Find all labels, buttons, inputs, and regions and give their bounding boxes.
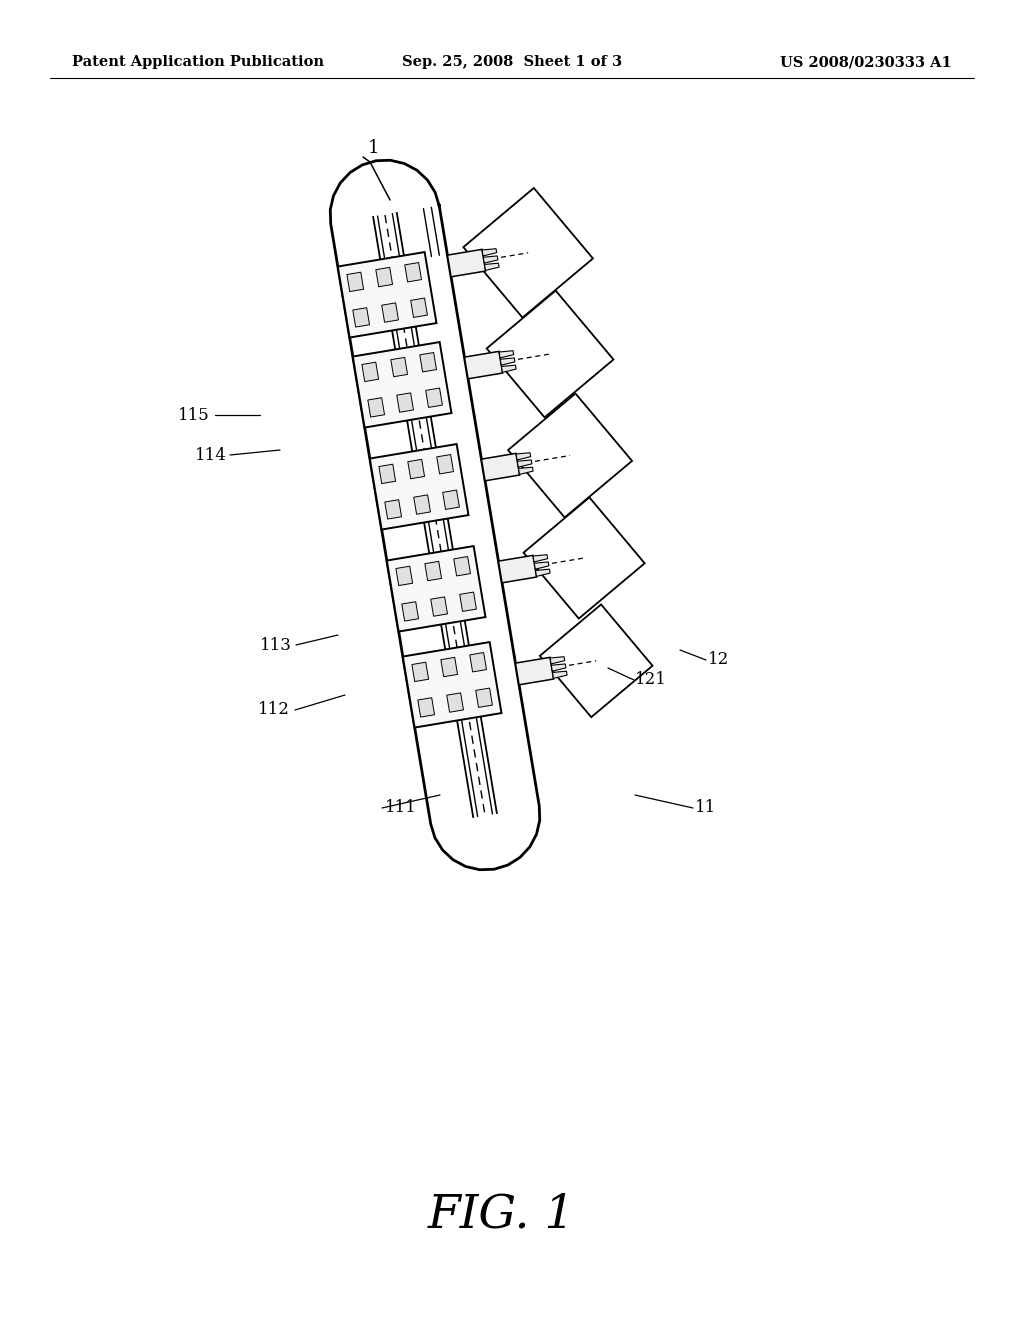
Text: Sep. 25, 2008  Sheet 1 of 3: Sep. 25, 2008 Sheet 1 of 3 [402,55,622,69]
Polygon shape [379,465,395,483]
Polygon shape [353,308,370,327]
Polygon shape [551,664,566,671]
Text: 111: 111 [385,800,417,817]
Polygon shape [486,290,613,417]
Polygon shape [387,546,485,631]
Polygon shape [460,593,476,611]
Polygon shape [401,602,419,622]
Polygon shape [476,688,493,708]
Text: 121: 121 [635,672,667,689]
Polygon shape [331,160,540,870]
Text: 12: 12 [708,652,729,668]
Polygon shape [484,263,499,271]
Polygon shape [361,362,379,381]
Polygon shape [454,557,470,576]
Polygon shape [481,453,519,480]
Polygon shape [518,467,534,474]
Polygon shape [396,566,413,586]
Polygon shape [442,490,460,510]
Polygon shape [470,652,486,672]
Polygon shape [447,249,485,277]
Polygon shape [382,302,398,322]
Polygon shape [353,342,452,428]
Polygon shape [463,187,593,318]
Polygon shape [540,605,652,717]
Polygon shape [502,366,516,372]
Polygon shape [426,388,442,408]
Text: 11: 11 [695,800,716,817]
Polygon shape [418,698,434,717]
Polygon shape [517,459,531,467]
Polygon shape [536,569,550,577]
Text: 115: 115 [178,407,210,424]
Polygon shape [368,397,385,417]
Polygon shape [408,459,425,479]
Polygon shape [535,562,549,569]
Text: 113: 113 [260,636,292,653]
Polygon shape [440,657,458,677]
Polygon shape [420,352,436,372]
Text: 112: 112 [258,701,290,718]
Polygon shape [385,500,401,519]
Polygon shape [425,561,441,581]
Text: FIG. 1: FIG. 1 [428,1192,575,1238]
Polygon shape [396,393,414,412]
Polygon shape [515,657,554,685]
Polygon shape [376,268,392,286]
Text: 114: 114 [195,446,227,463]
Polygon shape [391,358,408,376]
Polygon shape [550,656,564,664]
Polygon shape [414,495,430,515]
Polygon shape [431,597,447,616]
Polygon shape [347,272,364,292]
Polygon shape [412,663,429,681]
Polygon shape [508,393,632,517]
Polygon shape [523,498,645,619]
Polygon shape [370,444,468,529]
Polygon shape [465,351,503,379]
Text: 1: 1 [368,139,380,157]
Polygon shape [483,256,498,263]
Polygon shape [516,453,530,459]
Polygon shape [534,554,548,562]
Polygon shape [446,693,464,713]
Polygon shape [499,556,537,583]
Polygon shape [553,671,567,678]
Text: Patent Application Publication: Patent Application Publication [72,55,324,69]
Polygon shape [404,263,422,282]
Polygon shape [499,351,514,358]
Text: US 2008/0230333 A1: US 2008/0230333 A1 [780,55,952,69]
Polygon shape [402,642,502,727]
Polygon shape [501,358,515,366]
Polygon shape [338,252,436,338]
Polygon shape [411,298,427,317]
Polygon shape [437,454,454,474]
Polygon shape [482,248,497,256]
